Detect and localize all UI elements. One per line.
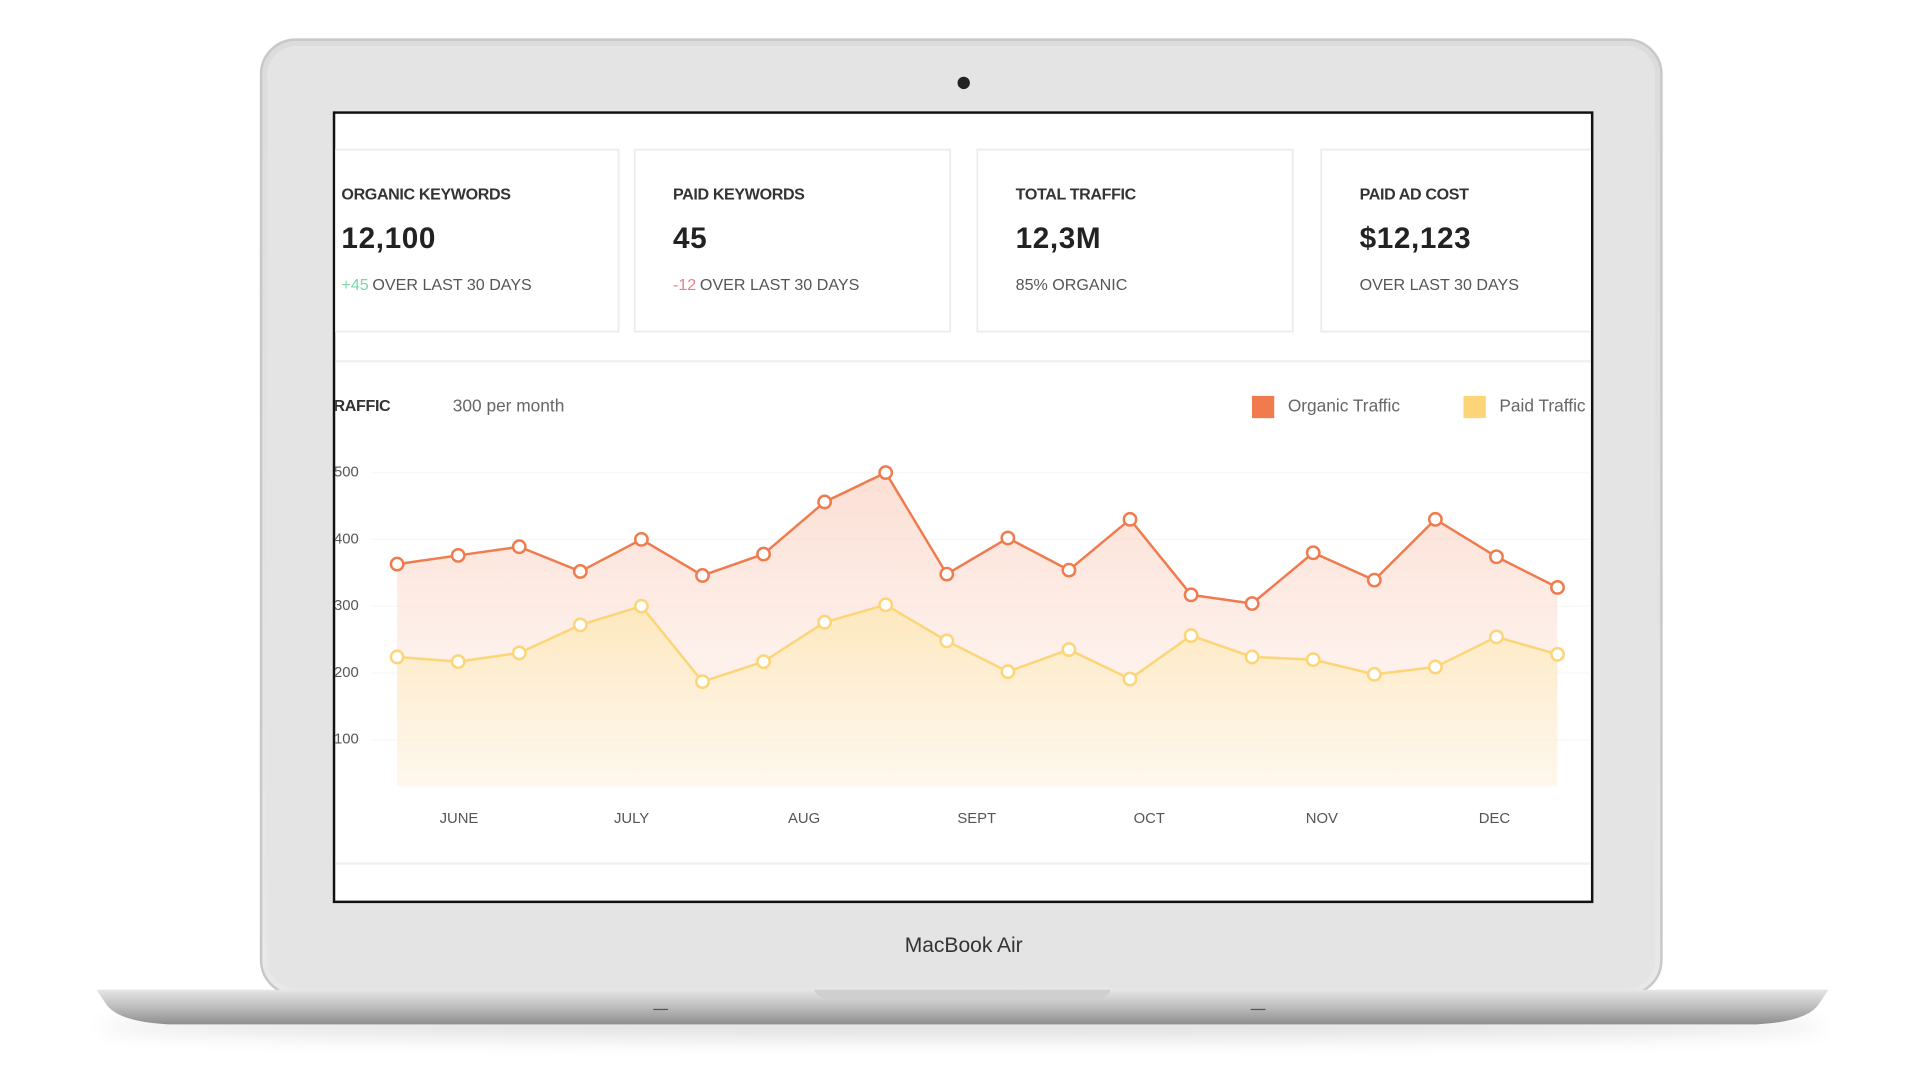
point — [695, 568, 710, 583]
camera — [957, 76, 970, 90]
point — [1122, 671, 1138, 687]
point — [1183, 628, 1199, 644]
x-tick-label: JULY — [614, 811, 649, 827]
card-note-text: 85% ORGANIC — [1016, 276, 1128, 294]
line — [396, 470, 1559, 605]
point — [450, 547, 466, 563]
card — [335, 148, 620, 333]
area — [397, 604, 1558, 787]
point — [939, 633, 955, 649]
card-note-text: OVER LAST 30 DAYS — [700, 276, 859, 294]
y-tick-label: 100 — [334, 732, 359, 748]
card-note: 85% ORGANIC — [1016, 276, 1128, 294]
point — [817, 494, 833, 510]
point — [695, 674, 710, 690]
card-note-text: OVER LAST 30 DAYS — [1360, 276, 1519, 294]
legend-label: Organic Traffic — [1288, 396, 1401, 416]
point — [817, 614, 833, 630]
base — [96, 989, 1829, 1025]
legend-swatch — [1251, 395, 1275, 419]
card-title: ORGANIC KEYWORDS — [341, 186, 511, 204]
y-tick-label: 300 — [334, 598, 359, 614]
point — [1000, 664, 1016, 680]
x-tick-label: DEC — [1479, 811, 1511, 827]
card-value: $12,123 — [1360, 222, 1472, 255]
card-title: PAID AD COST — [1360, 186, 1470, 204]
point — [389, 649, 405, 665]
point — [756, 546, 771, 562]
card-value: 45 — [673, 222, 707, 255]
card-note: -12 OVER LAST 30 DAYS — [673, 276, 859, 294]
point — [1305, 652, 1321, 668]
point — [756, 654, 771, 670]
point — [1366, 572, 1382, 588]
point — [633, 531, 649, 547]
point — [633, 598, 649, 614]
card-note-text: OVER LAST 30 DAYS — [372, 276, 531, 294]
point — [1244, 596, 1260, 611]
card-note: +45 OVER LAST 30 DAYS — [341, 276, 531, 294]
x-tick-label: SEPT — [957, 811, 996, 827]
point — [939, 566, 955, 582]
point — [1061, 562, 1077, 578]
point — [572, 564, 588, 579]
point — [1366, 666, 1382, 682]
point — [511, 645, 527, 661]
notch — [814, 989, 1111, 1000]
y-tick-label: 500 — [334, 464, 359, 480]
point — [1489, 629, 1504, 645]
legend-swatch — [1463, 395, 1486, 419]
point — [1122, 511, 1138, 527]
card-title: TOTAL TRAFFIC — [1016, 186, 1137, 204]
card-change: -12 — [673, 276, 696, 294]
chart-subtitle: 300 per month — [453, 396, 565, 416]
point — [1550, 580, 1565, 595]
point — [1427, 659, 1443, 675]
point — [878, 465, 894, 480]
point — [1427, 511, 1443, 527]
card — [976, 148, 1294, 333]
point — [1183, 587, 1199, 603]
x-tick-label: OCT — [1134, 811, 1165, 827]
point — [1489, 549, 1504, 565]
point — [1305, 545, 1321, 561]
x-tick-label: JUNE — [440, 811, 479, 827]
card-value: 12,100 — [341, 222, 436, 255]
point — [450, 654, 466, 670]
x-tick-label: AUG — [788, 811, 820, 827]
card-title: PAID KEYWORDS — [673, 186, 805, 204]
chart-title: TRAFFIC — [324, 397, 391, 415]
point — [511, 539, 527, 555]
y-tick-label: 400 — [334, 531, 359, 547]
point — [1244, 649, 1260, 665]
card-note: OVER LAST 30 DAYS — [1360, 276, 1519, 294]
card — [1320, 148, 1591, 333]
legend-label: Paid Traffic — [1499, 396, 1586, 416]
point — [389, 556, 405, 572]
line — [397, 603, 1558, 684]
point — [1061, 642, 1077, 658]
point — [1550, 646, 1565, 662]
card-change: +45 — [341, 276, 368, 294]
y-tick-label: 200 — [334, 665, 359, 681]
card-value: 12,3M — [1016, 222, 1102, 255]
point — [878, 597, 894, 613]
point — [572, 617, 588, 633]
card — [633, 148, 952, 333]
point — [1000, 530, 1016, 546]
x-tick-label: NOV — [1306, 811, 1338, 827]
device-label: MacBook Air — [905, 934, 1023, 957]
